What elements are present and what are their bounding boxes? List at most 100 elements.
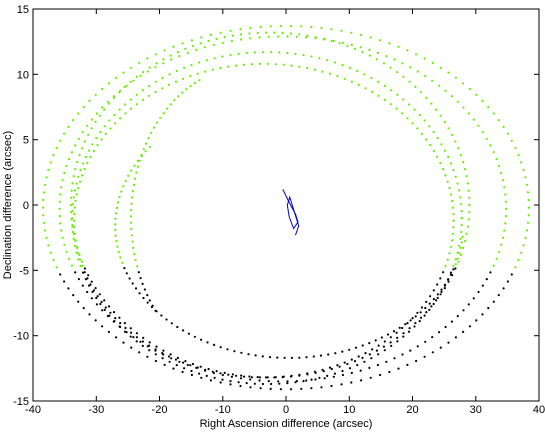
arc-point-2 xyxy=(119,256,122,259)
orbit-point-5 xyxy=(266,62,269,65)
arc-point-2 xyxy=(128,277,131,280)
orbit-point-3 xyxy=(454,267,457,270)
orbit-point-1 xyxy=(415,53,418,56)
orbit-point-1 xyxy=(524,236,527,239)
orbit-point-4 xyxy=(440,143,443,146)
orbit-point-3 xyxy=(118,91,121,94)
orbit-point-2 xyxy=(90,297,93,300)
orbit-point-2 xyxy=(112,95,115,98)
arc-point-2 xyxy=(334,352,337,355)
orbit-point-4 xyxy=(370,357,373,360)
orbit-point-3 xyxy=(129,80,132,83)
arc-point-1 xyxy=(130,208,133,212)
arc-point-2 xyxy=(276,356,279,359)
orbit-point-4 xyxy=(459,237,462,240)
axis-ticks: -40 -30 -20 -10 0 10 20 30 40 -15 -10 -5 0 5 10 15 xyxy=(13,4,545,416)
orbit-point-5 xyxy=(436,283,439,286)
orbit-point-1 xyxy=(130,66,133,69)
arc-point-1 xyxy=(142,148,145,151)
orbit-point-3 xyxy=(207,39,210,43)
orbit-point-1 xyxy=(369,36,372,39)
orbit-point-4 xyxy=(454,258,457,261)
orbit-point-2 xyxy=(450,320,453,323)
orbit-point-4 xyxy=(99,302,102,306)
orbit-point-1 xyxy=(42,191,46,194)
orbit-point-3 xyxy=(443,120,446,123)
orbit-point-5 xyxy=(432,289,435,292)
orbit-point-5 xyxy=(444,174,447,177)
arc-point-2 xyxy=(452,268,455,271)
orbit-point-2 xyxy=(125,84,128,87)
orbit-point-4 xyxy=(452,169,455,172)
orbit-point-4 xyxy=(71,230,74,234)
orbit-point-4 xyxy=(407,103,411,106)
orbit-point-3 xyxy=(466,225,469,228)
orbit-point-4 xyxy=(318,57,321,60)
orbit-point-1 xyxy=(330,384,333,388)
orbit-point-5 xyxy=(77,252,80,255)
orbit-point-5 xyxy=(383,98,386,101)
orbit-point-4 xyxy=(377,80,380,83)
orbit-point-2 xyxy=(60,229,63,232)
orbit-point-2 xyxy=(170,357,173,360)
orbit-point-5 xyxy=(135,336,138,339)
orbit-point-3 xyxy=(135,332,138,335)
orbit-point-5 xyxy=(420,132,423,135)
orbit-point-4 xyxy=(390,89,393,92)
orbit-point-3 xyxy=(468,211,471,214)
orbit-point-4 xyxy=(205,374,208,377)
orbit-point-2 xyxy=(314,378,317,381)
arc-point-2 xyxy=(398,326,401,329)
orbit-point-5 xyxy=(406,322,409,325)
orbit-point-2 xyxy=(212,43,215,47)
arc-point-2 xyxy=(254,354,257,357)
orbit-point-4 xyxy=(302,54,305,57)
orbit-point-3 xyxy=(123,322,126,325)
orbit-point-4 xyxy=(190,64,193,67)
orbit-point-3 xyxy=(129,327,132,330)
orbit-point-5 xyxy=(211,370,214,373)
orbit-point-1 xyxy=(59,139,62,142)
arc-point-2 xyxy=(305,356,308,359)
orbit-point-2 xyxy=(81,131,84,134)
orbit-point-2 xyxy=(472,297,475,300)
orbit-point-2 xyxy=(61,236,64,239)
orbit-point-1 xyxy=(379,373,382,377)
orbit-point-5 xyxy=(219,66,222,70)
orbit-point-3 xyxy=(435,108,438,111)
arc-point-2 xyxy=(368,342,371,345)
orbit-point-4 xyxy=(229,54,232,57)
arc-point-2 xyxy=(118,195,121,199)
orbit-point-5 xyxy=(298,373,301,376)
orbit-point-4 xyxy=(363,73,366,76)
orbit-point-5 xyxy=(74,199,77,203)
arc-point-2 xyxy=(247,353,250,356)
orbit-point-1 xyxy=(209,33,212,37)
orbit-point-4 xyxy=(135,340,138,343)
orbit-point-5 xyxy=(451,199,454,203)
plot-frame xyxy=(32,8,540,402)
orbit-point-3 xyxy=(191,44,195,48)
orbit-point-2 xyxy=(286,380,289,383)
orbit-point-4 xyxy=(377,353,380,356)
orbit-point-4 xyxy=(161,76,164,80)
arc-point-2 xyxy=(459,246,462,249)
y-tick-label: 5 xyxy=(23,135,29,147)
orbit-point-5 xyxy=(73,232,76,235)
orbit-point-2 xyxy=(424,74,427,78)
orbit-point-1 xyxy=(42,206,45,209)
orbit-point-4 xyxy=(91,143,94,146)
orbit-point-1 xyxy=(181,370,184,374)
orbit-point-1 xyxy=(290,388,293,391)
orbit-point-1 xyxy=(82,106,85,109)
orbit-point-1 xyxy=(439,66,442,69)
orbit-point-2 xyxy=(501,236,505,239)
orbit-point-5 xyxy=(451,239,454,242)
orbit-point-2 xyxy=(504,222,507,225)
orbit-point-1 xyxy=(330,28,333,31)
arc-point-2 xyxy=(114,228,117,232)
orbit-point-2 xyxy=(438,331,441,334)
orbit-point-1 xyxy=(47,244,50,247)
orbit-point-2 xyxy=(492,264,495,267)
